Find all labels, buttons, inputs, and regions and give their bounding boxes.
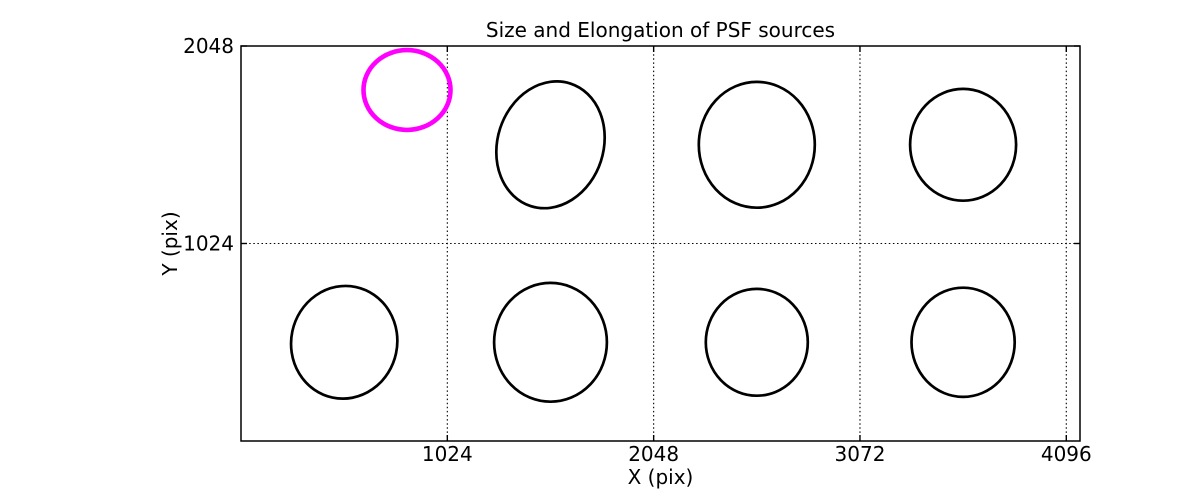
y-tick-label-1024: 1024 [183,232,234,256]
x-axis-label: X (pix) [628,465,694,489]
psf-source-ellipse-5 [492,281,609,404]
x-tick-label-1024: 1024 [422,442,473,466]
psf-source-ellipse-4 [289,284,399,401]
y-axis-label: Y (pix) [158,211,182,276]
psf-source-ellipse-7 [910,286,1017,399]
x-tick-label-3072: 3072 [835,442,886,466]
x-tick-label-2048: 2048 [628,442,679,466]
highlighted-source-ellipse-0 [361,47,453,133]
psf-source-ellipse-2 [697,80,817,210]
y-tick-labels: 1024 2048 [183,34,234,256]
psf-ellipses [289,47,1018,404]
psf-source-ellipse-1 [494,80,607,210]
psf-source-ellipse-3 [908,87,1018,203]
x-tick-labels: 1024 2048 3072 4096 [422,442,1092,466]
plot-title: Size and Elongation of PSF sources [486,18,835,42]
x-tick-label-4096: 4096 [1041,442,1092,466]
tick-marks [241,45,1080,441]
y-tick-label-2048: 2048 [183,34,234,58]
psf-source-ellipse-6 [704,287,810,398]
